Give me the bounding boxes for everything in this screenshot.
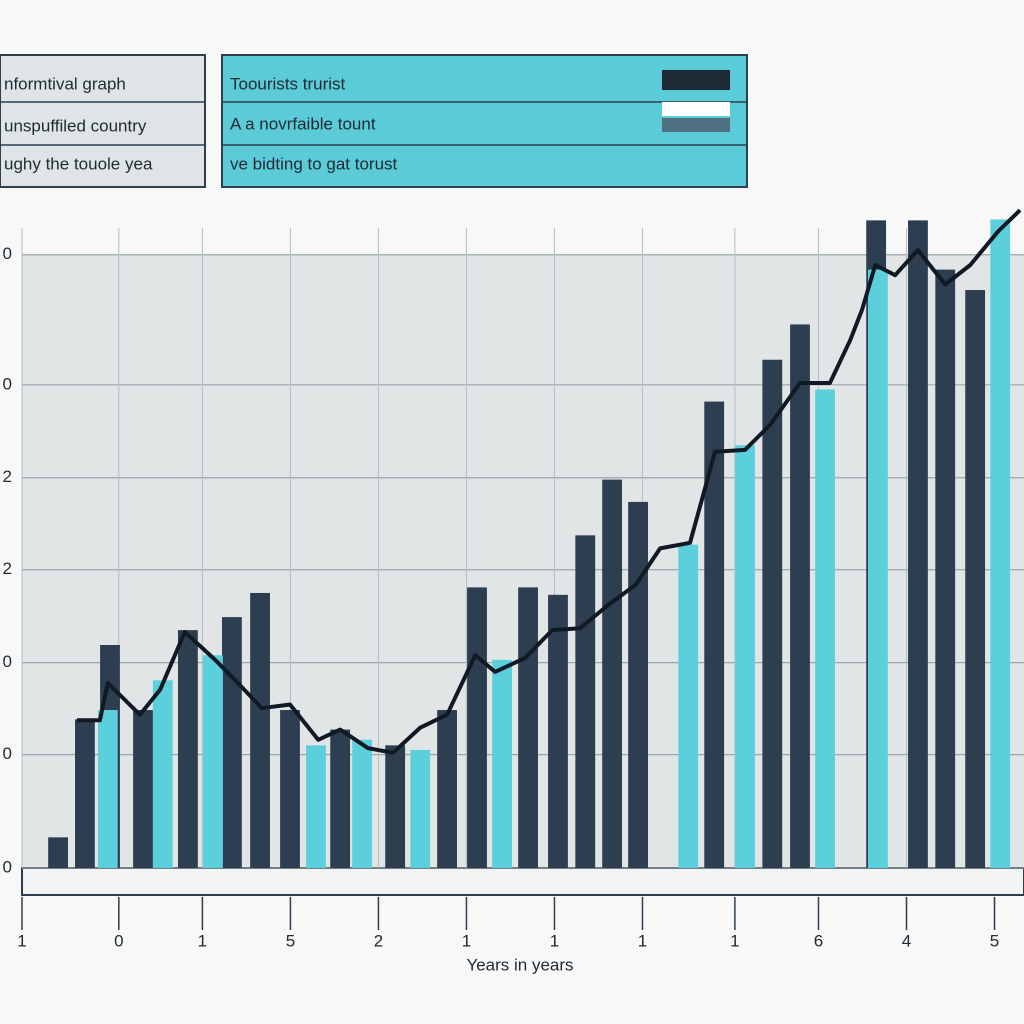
bar xyxy=(410,749,431,868)
x-tick-label: 4 xyxy=(902,931,911,950)
bar xyxy=(735,445,755,868)
x-axis-label: Years in years xyxy=(466,955,573,974)
bar xyxy=(222,617,242,868)
x-axis-band xyxy=(21,867,1024,896)
bar xyxy=(518,587,538,868)
info-text: ughy the touole yea xyxy=(4,154,153,173)
legend-text: A a novrfaible tount xyxy=(230,114,376,133)
legend-swatch xyxy=(662,118,730,132)
x-tick-label: 2 xyxy=(374,931,383,950)
bar xyxy=(678,544,699,868)
legend-swatch xyxy=(662,70,730,90)
legend-swatch xyxy=(662,102,730,116)
bar xyxy=(815,389,835,868)
bar xyxy=(306,745,326,868)
bar xyxy=(935,269,956,868)
bar xyxy=(990,219,1011,869)
info-text: unspuffiled country xyxy=(4,116,147,135)
x-tick-label: 5 xyxy=(286,931,295,950)
bar xyxy=(492,659,512,868)
x-tick-label: 1 xyxy=(730,931,739,950)
bar xyxy=(628,501,648,868)
bar xyxy=(133,710,153,868)
x-tick-label: 0 xyxy=(114,931,123,950)
bar xyxy=(965,290,986,868)
x-tick-label: 5 xyxy=(990,931,999,950)
bar xyxy=(908,220,928,868)
bar xyxy=(152,680,173,868)
x-tick-label: 1 xyxy=(550,931,559,950)
legend-text: Toourists trurist xyxy=(230,74,346,93)
bar xyxy=(790,324,810,868)
bar xyxy=(330,729,351,868)
bar xyxy=(203,655,223,868)
bar xyxy=(704,401,725,868)
y-tick-label: 2 xyxy=(3,559,12,578)
bar xyxy=(575,535,596,868)
y-tick-label: 0 xyxy=(3,374,12,393)
x-tick-label: 1 xyxy=(638,931,647,950)
bar xyxy=(48,837,68,868)
bar xyxy=(177,630,198,868)
bar xyxy=(602,479,623,868)
info-text: nformtival graph xyxy=(4,74,126,93)
y-tick-label: 0 xyxy=(3,744,12,763)
line xyxy=(77,208,1022,755)
bar xyxy=(75,719,95,868)
y-tick-label: 2 xyxy=(3,467,12,486)
bar xyxy=(762,359,783,868)
y-tick-label: 0 xyxy=(3,652,12,671)
x-tick-label: 1 xyxy=(198,931,207,950)
bar xyxy=(467,587,487,868)
bar xyxy=(385,745,406,868)
bar xyxy=(548,594,568,868)
bar xyxy=(280,710,300,868)
bar xyxy=(437,710,457,868)
bar xyxy=(250,592,270,868)
info-box xyxy=(0,54,206,188)
bar xyxy=(352,739,373,868)
bar xyxy=(868,269,888,868)
x-tick-label: 1 xyxy=(17,931,26,950)
x-tick-label: 6 xyxy=(814,931,823,950)
legend-text: ve bidting to gat torust xyxy=(230,154,398,173)
x-tick-label: 1 xyxy=(462,931,471,950)
legend-box xyxy=(221,54,748,188)
bar xyxy=(97,710,118,868)
y-tick-label: 0 xyxy=(3,244,12,263)
y-tick-label: 0 xyxy=(3,857,12,876)
